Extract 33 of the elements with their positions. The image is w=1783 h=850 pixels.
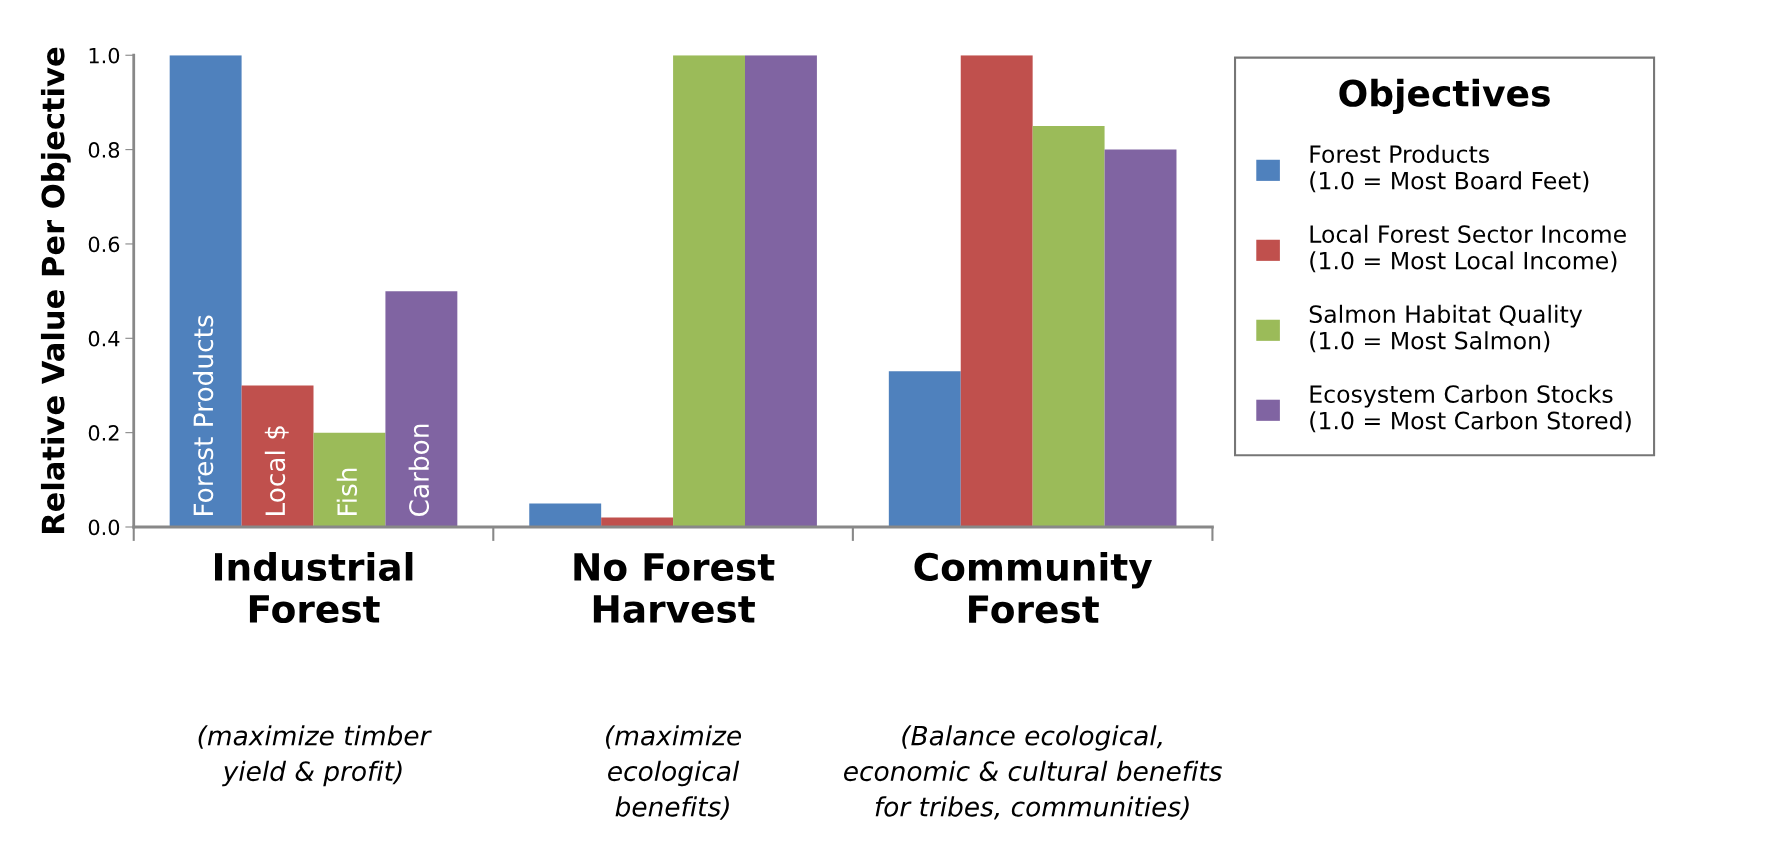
y-tick-label: 0.4 — [88, 330, 120, 347]
legend-label: Local Forest Sector Income (1.0 = Most Local Income) — [1310, 224, 1626, 273]
bar — [960, 55, 1033, 527]
annotation: Carbon — [408, 424, 430, 517]
annotation: Fish — [336, 468, 358, 515]
text: (maximize ecological benefits) — [606, 725, 742, 820]
legend-label: Forest Products (1.0 = Most Board Feet) — [1310, 144, 1589, 193]
y-tick-label: 0.6 — [88, 236, 120, 253]
legend-title: Objectives — [1339, 78, 1550, 115]
bar — [1104, 149, 1177, 527]
bar — [385, 291, 458, 527]
x-tick-label: Community Forest — [914, 552, 1152, 624]
y-axis-title: Relative Value Per Objective — [40, 47, 71, 534]
bar — [169, 55, 242, 527]
text: (Balance ecological, economic & cultural benefits for tribes, communities) — [844, 725, 1222, 820]
bar — [241, 385, 314, 527]
x-tick-label: Industrial Forest — [214, 552, 413, 624]
bar — [313, 432, 386, 527]
bar — [529, 503, 602, 527]
legend-label: Salmon Habitat Quality (1.0 = Most Salmon) — [1309, 304, 1583, 353]
legend-label: Ecosystem Carbon Stocks (1.0 = Most Carbon Stored) — [1310, 384, 1631, 433]
bar — [1032, 126, 1105, 527]
bar — [745, 55, 817, 527]
y-tick-label: 0.0 — [88, 519, 120, 536]
bar — [888, 371, 961, 527]
y-tick-label: 0.2 — [88, 425, 119, 441]
x-tick-label: No Forest Harvest — [574, 553, 775, 624]
annotation: Local $ — [264, 426, 289, 515]
y-tick-label: 0.8 — [88, 142, 120, 158]
text: (maximize timber yield & profit) — [198, 725, 432, 787]
y-tick-label: 1.0 — [89, 47, 120, 64]
annotation: Forest Products — [192, 315, 214, 515]
bar — [673, 55, 745, 527]
